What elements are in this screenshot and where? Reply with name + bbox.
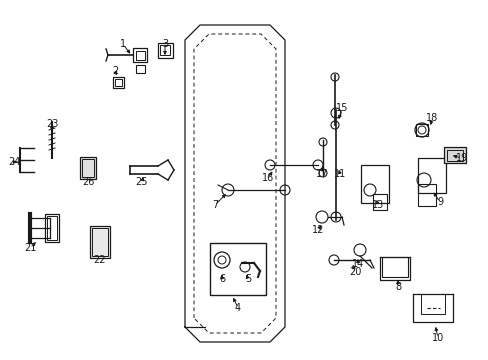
Text: 6: 6	[219, 274, 224, 284]
Text: 4: 4	[234, 303, 241, 313]
Bar	[135, 65, 144, 73]
Bar	[157, 42, 172, 58]
Bar	[415, 124, 427, 136]
Text: 24: 24	[8, 157, 20, 167]
Bar	[135, 50, 144, 59]
Text: 5: 5	[244, 274, 251, 284]
Text: 14: 14	[351, 259, 364, 269]
Text: 3: 3	[162, 39, 168, 49]
Bar	[446, 149, 462, 161]
Bar	[381, 257, 407, 277]
Bar	[47, 216, 57, 240]
Text: 16: 16	[262, 173, 274, 183]
Bar	[82, 159, 94, 177]
Bar	[443, 147, 465, 163]
Text: 21: 21	[24, 243, 36, 253]
Text: 8: 8	[394, 282, 400, 292]
Bar	[372, 194, 386, 210]
Text: 7: 7	[211, 200, 218, 210]
Text: 1: 1	[120, 39, 126, 49]
Bar	[417, 158, 445, 193]
Bar	[360, 165, 388, 203]
Bar	[112, 77, 123, 87]
Bar	[209, 243, 265, 295]
Text: 19: 19	[455, 153, 467, 163]
Text: 18: 18	[425, 113, 437, 123]
Text: 26: 26	[81, 177, 94, 187]
Text: 13: 13	[371, 200, 384, 210]
Bar	[92, 228, 108, 256]
Bar	[114, 78, 121, 85]
Bar	[133, 48, 147, 62]
Bar	[160, 45, 170, 55]
Bar	[80, 157, 96, 179]
Text: 20: 20	[348, 267, 361, 277]
Text: 25: 25	[136, 177, 148, 187]
Bar	[417, 184, 435, 206]
Bar	[45, 214, 59, 242]
Text: 10: 10	[431, 333, 443, 343]
Text: 15: 15	[335, 103, 347, 113]
Text: 11: 11	[333, 169, 346, 179]
Text: 2: 2	[112, 66, 118, 76]
Bar	[420, 294, 444, 314]
Text: 17: 17	[315, 169, 327, 179]
Text: 22: 22	[94, 255, 106, 265]
Bar	[90, 226, 110, 258]
Text: 12: 12	[311, 225, 324, 235]
Text: 9: 9	[436, 197, 442, 207]
Text: 23: 23	[46, 119, 58, 129]
